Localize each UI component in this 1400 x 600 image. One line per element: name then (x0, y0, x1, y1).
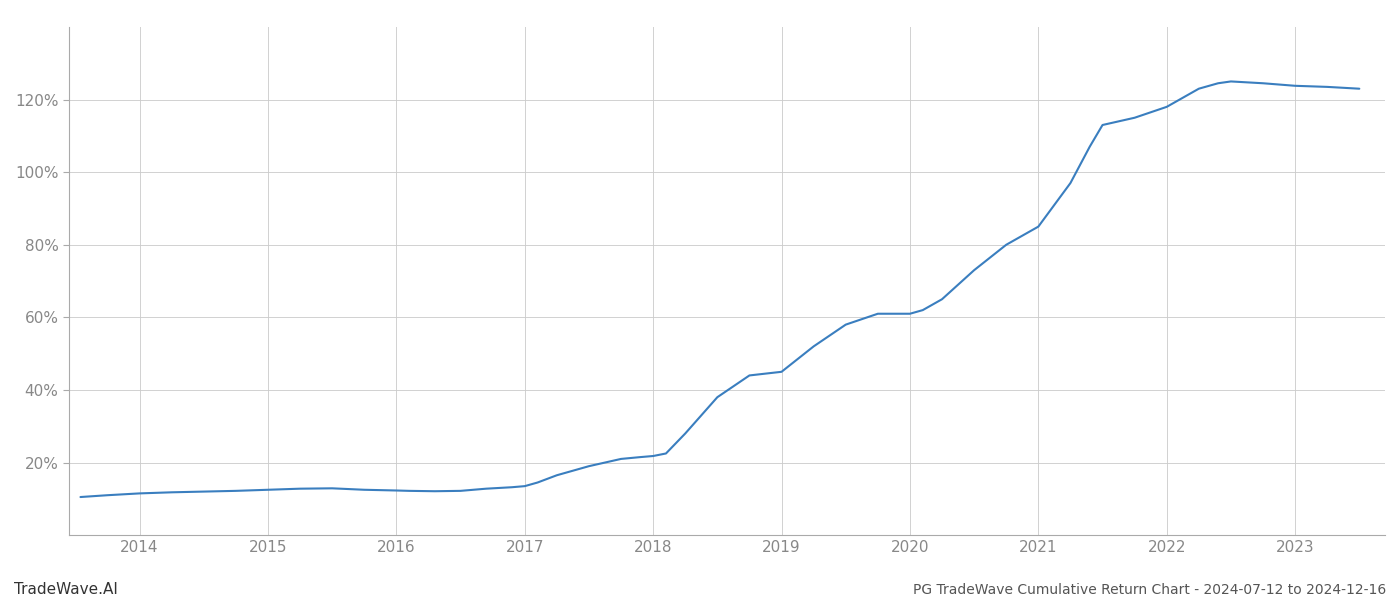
Text: TradeWave.AI: TradeWave.AI (14, 582, 118, 597)
Text: PG TradeWave Cumulative Return Chart - 2024-07-12 to 2024-12-16: PG TradeWave Cumulative Return Chart - 2… (913, 583, 1386, 597)
